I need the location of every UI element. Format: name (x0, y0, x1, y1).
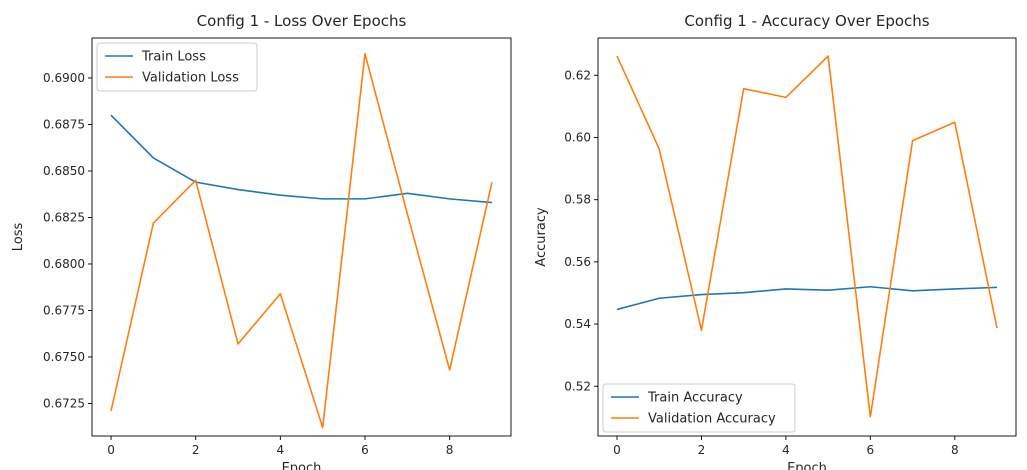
legend-label: Train Loss (141, 50, 206, 65)
accuracy-chart: Config 1 - Accuracy Over Epochs Epoch Ac… (534, 12, 1017, 470)
y-axis-label: Accuracy (534, 207, 549, 267)
chart-title: Config 1 - Accuracy Over Epochs (684, 12, 929, 30)
chart-title: Config 1 - Loss Over Epochs (197, 12, 407, 30)
legend: Train Accuracy Validation Accuracy (602, 383, 796, 433)
series-line-validation (110, 53, 493, 429)
y-axis-label: Loss (11, 223, 26, 252)
axes-frame (597, 37, 1017, 437)
series-line-train (110, 114, 493, 204)
legend: Train Loss Validation Loss (96, 42, 258, 92)
y-tick-label: 0.62 (564, 68, 591, 82)
x-tick-label: 8 (446, 443, 454, 457)
y-tick-label: 0.6750 (43, 350, 85, 364)
x-tick-label: 4 (277, 443, 285, 457)
x-tick-label: 2 (192, 443, 200, 457)
y-tick-label: 0.52 (564, 379, 591, 393)
x-axis-label: Epoch (787, 461, 827, 470)
y-tick-label: 0.58 (564, 193, 591, 207)
x-tick-label: 0 (613, 443, 621, 457)
x-tick-label: 6 (867, 443, 875, 457)
y-tick-label: 0.56 (564, 255, 591, 269)
y-tick-label: 0.60 (564, 131, 591, 145)
legend-box (602, 383, 796, 433)
legend-label: Validation Loss (142, 71, 239, 86)
y-tick-label: 0.6875 (43, 117, 85, 131)
y-tick-label: 0.6850 (43, 164, 85, 178)
y-tick-label: 0.6800 (43, 257, 85, 271)
y-tick-label: 0.6775 (43, 303, 85, 317)
x-axis-label: Epoch (282, 461, 322, 470)
y-tick-label: 0.6725 (43, 396, 85, 410)
legend-label: Train Accuracy (647, 391, 743, 406)
x-tick-label: 6 (361, 443, 369, 457)
y-tick-label: 0.54 (564, 317, 591, 331)
y-tick-label: 0.6825 (43, 210, 85, 224)
series-line-validation (616, 55, 998, 418)
x-tick-label: 8 (951, 443, 959, 457)
legend-label: Validation Accuracy (648, 412, 776, 427)
axes-frame (91, 37, 512, 437)
x-tick-label: 0 (107, 443, 115, 457)
series-line-train (616, 285, 998, 311)
loss-chart: Config 1 - Loss Over Epochs Epoch Loss 0… (11, 12, 512, 470)
x-tick-label: 4 (782, 443, 790, 457)
y-tick-label: 0.6900 (43, 71, 85, 85)
x-tick-label: 2 (698, 443, 706, 457)
legend-box (96, 42, 258, 92)
